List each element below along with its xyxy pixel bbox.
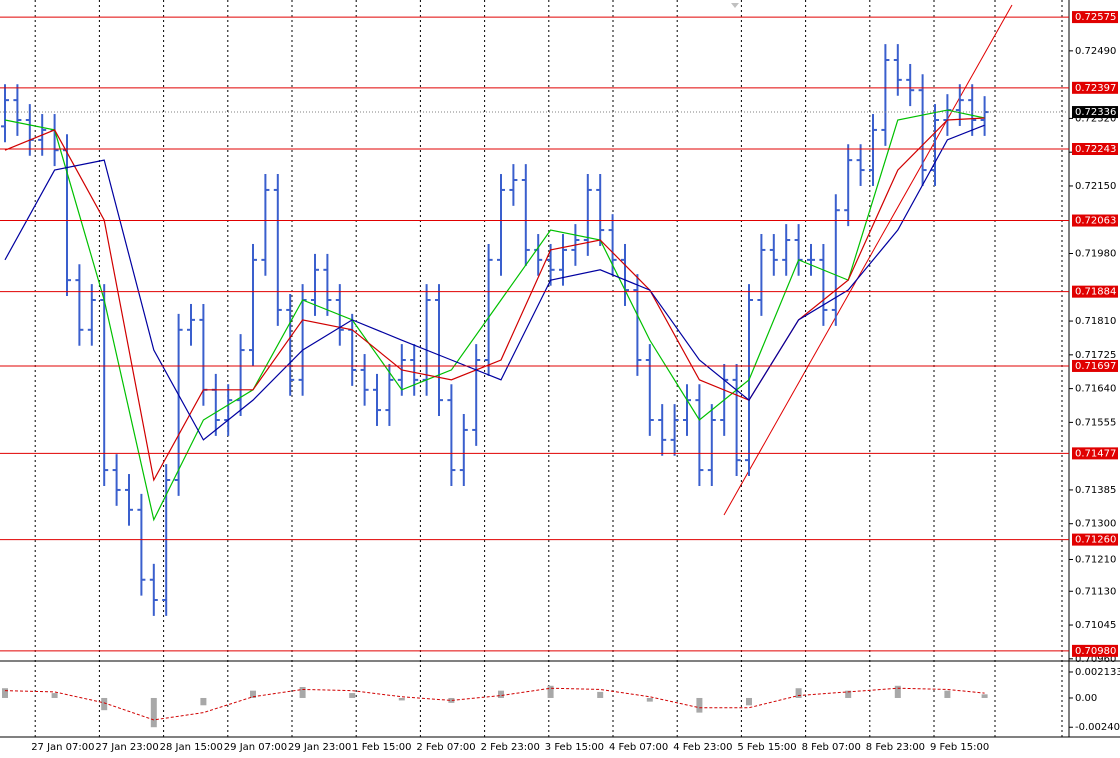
y-tick-label: 0.70960 (1075, 654, 1116, 665)
y-tick-label: 0.72150 (1075, 181, 1116, 192)
x-tick-label: 4 Feb 23:00 (673, 742, 732, 753)
y-tick-label: 0.71300 (1075, 519, 1116, 530)
x-tick-label: 2 Feb 23:00 (481, 742, 540, 753)
histogram-bar (51, 693, 58, 698)
level-label-box (1072, 285, 1118, 298)
histogram-bar (746, 697, 752, 706)
x-tick-label: 5 Feb 15:00 (737, 742, 796, 753)
level-label: 0.70980 (1075, 646, 1116, 657)
level-label-box (1072, 214, 1118, 227)
y-tick-label: 0.71555 (1075, 417, 1116, 428)
y-tick-label: 0.002133 (1075, 667, 1120, 678)
y-tick-label: 0.00 (1075, 693, 1097, 704)
y-tick-label: 0.71130 (1075, 586, 1116, 597)
y-tick-label: 0.71210 (1075, 554, 1116, 565)
histogram-bar (250, 690, 256, 698)
histogram-bar (398, 697, 405, 701)
x-tick-label: 29 Jan 23:00 (288, 742, 351, 753)
histogram-bar (200, 697, 207, 706)
level-label-box (1072, 533, 1118, 546)
level-label: 0.72063 (1075, 216, 1116, 227)
histogram-bar (944, 690, 951, 698)
x-tick-label: 8 Feb 23:00 (866, 742, 925, 753)
level-label-box (1072, 81, 1118, 94)
last-price-box (1072, 106, 1118, 119)
histogram-bar (696, 697, 703, 713)
moving-average (4, 124, 985, 441)
level-label-box (1072, 644, 1118, 657)
histogram-bar (2, 688, 8, 698)
histogram-bar (981, 694, 988, 698)
trend-line (723, 4, 1013, 516)
x-tick-label: 27 Jan 23:00 (95, 742, 158, 753)
histogram-bar (894, 685, 901, 698)
level-label: 0.71260 (1075, 535, 1116, 546)
histogram-bar (349, 693, 356, 698)
x-tick-label: 27 Jan 07:00 (31, 742, 94, 753)
y-tick-label: 0.72320 (1075, 113, 1116, 124)
level-label: 0.71477 (1075, 448, 1116, 459)
y-tick-label: 0.71385 (1075, 485, 1116, 496)
y-tick-label: 0.71810 (1075, 316, 1116, 327)
y-tick-label: -0.002401 (1075, 722, 1120, 733)
last-price-label: 0.72336 (1075, 107, 1116, 118)
x-tick-label: 3 Feb 15:00 (545, 742, 604, 753)
moving-average (4, 109, 985, 522)
level-label-box (1072, 11, 1118, 24)
y-tick-label: 0.71640 (1075, 384, 1116, 395)
x-tick-label: 1 Feb 15:00 (352, 742, 411, 753)
level-label: 0.71697 (1075, 361, 1116, 372)
histogram-bar (597, 691, 604, 698)
level-label: 0.71884 (1075, 287, 1116, 298)
x-tick-label: 4 Feb 07:00 (609, 742, 668, 753)
histogram-bar (101, 697, 108, 711)
level-label: 0.72243 (1075, 144, 1116, 155)
histogram-bar (547, 685, 554, 698)
level-label: 0.72575 (1075, 12, 1116, 23)
y-tick-label: 0.71725 (1075, 350, 1116, 361)
x-tick-label: 9 Feb 15:00 (930, 742, 989, 753)
histogram-bar (845, 690, 852, 698)
histogram-bar (448, 697, 455, 703)
y-tick-label: 0.71980 (1075, 249, 1116, 260)
histogram-bar (150, 697, 157, 728)
y-tick-label: 0.72490 (1075, 46, 1116, 57)
moving-average (4, 117, 985, 482)
level-label-box (1072, 359, 1118, 372)
histogram-bar (646, 697, 653, 702)
level-label-box (1072, 143, 1118, 156)
shift-marker (731, 3, 739, 8)
y-tick-label: 0.71045 (1075, 620, 1116, 631)
histogram-bar (795, 688, 802, 698)
level-label-box (1072, 447, 1118, 460)
histogram-bar (498, 690, 504, 698)
x-tick-label: 29 Jan 07:00 (224, 742, 287, 753)
x-tick-label: 28 Jan 15:00 (160, 742, 223, 753)
level-label: 0.72397 (1075, 83, 1116, 94)
x-tick-label: 2 Feb 07:00 (416, 742, 475, 753)
histogram-bar (299, 687, 306, 698)
x-tick-label: 8 Feb 07:00 (802, 742, 861, 753)
